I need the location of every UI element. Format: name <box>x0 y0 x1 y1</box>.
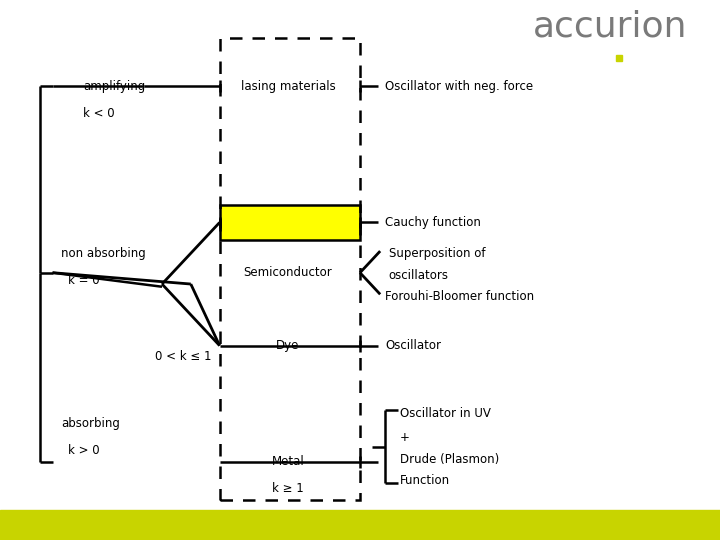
Text: k < 0: k < 0 <box>83 107 114 120</box>
Text: amplifying: amplifying <box>83 80 145 93</box>
Text: Oscillator with neg. force: Oscillator with neg. force <box>385 80 534 93</box>
Text: Forouhi-Bloomer function: Forouhi-Bloomer function <box>385 291 534 303</box>
Text: Cauchy function: Cauchy function <box>385 216 481 229</box>
Text: Superposition of: Superposition of <box>389 247 485 260</box>
Text: Oscillator in UV: Oscillator in UV <box>400 407 490 420</box>
Text: Dye: Dye <box>276 339 300 352</box>
Bar <box>0 510 720 540</box>
Bar <box>220 205 360 240</box>
Text: oscillators: oscillators <box>389 269 449 282</box>
Text: k ≥ 1: k ≥ 1 <box>272 482 304 495</box>
Text: accurion: accurion <box>533 9 688 43</box>
Text: 0 < k ≤ 1: 0 < k ≤ 1 <box>155 350 211 363</box>
Text: Function: Function <box>400 474 450 487</box>
Text: absorbing: absorbing <box>61 417 120 430</box>
Bar <box>220 38 360 500</box>
Text: k > 0: k > 0 <box>68 444 100 457</box>
Text: Metal: Metal <box>271 455 305 468</box>
Text: Glass, Polymer: Glass, Polymer <box>244 216 332 229</box>
Text: lasing materials: lasing materials <box>240 80 336 93</box>
Text: +: + <box>400 431 410 444</box>
Text: Oscillator: Oscillator <box>385 339 441 352</box>
Text: non absorbing: non absorbing <box>61 247 146 260</box>
Text: Drude (Plasmon): Drude (Plasmon) <box>400 453 499 465</box>
Text: Semiconductor: Semiconductor <box>243 266 333 279</box>
Text: k = 0: k = 0 <box>68 274 100 287</box>
